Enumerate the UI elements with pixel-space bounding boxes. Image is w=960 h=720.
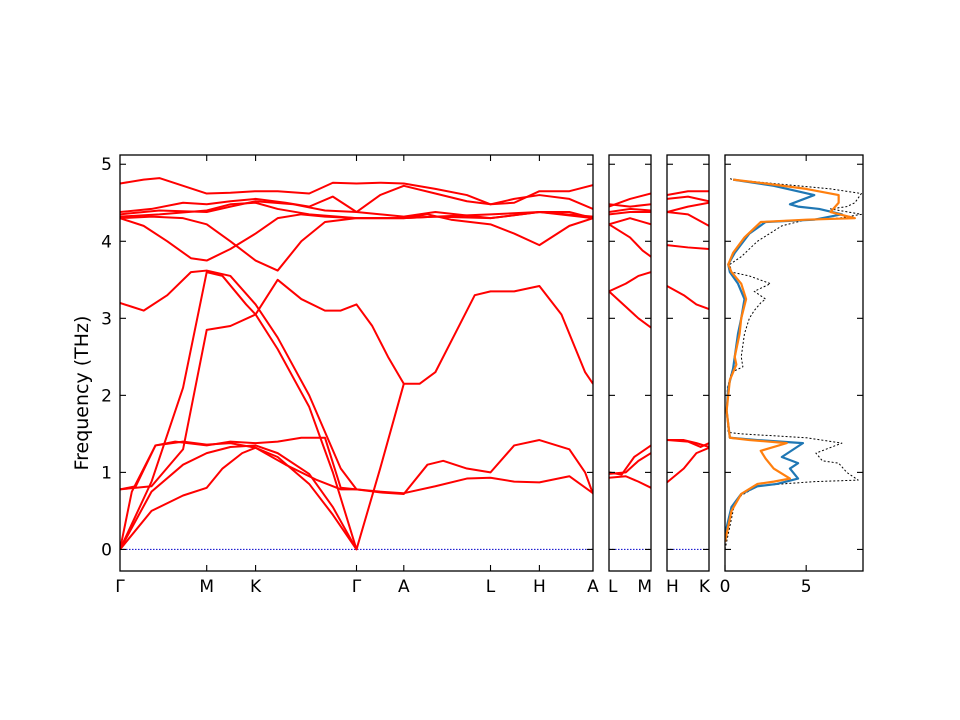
band-line (120, 440, 593, 550)
x-tick-label: A (398, 577, 410, 597)
y-tick-label: 1 (101, 463, 112, 483)
panel-frame-H-K (666, 154, 710, 572)
band-line (609, 203, 651, 208)
x-tick-label: M (637, 577, 652, 597)
band-line (609, 223, 651, 258)
x-tick-label: L (486, 577, 496, 597)
band-line (609, 290, 651, 329)
y-axis-label: Frequency (THz) (71, 316, 93, 471)
band-line (120, 200, 593, 220)
band-line (120, 213, 593, 262)
x-tick-label: M (199, 577, 214, 597)
dos-panel (725, 177, 862, 550)
band-line (667, 211, 709, 227)
x-tick-label: K (699, 577, 711, 597)
band-line (609, 207, 651, 213)
band-line (609, 211, 651, 216)
band-line (667, 195, 709, 203)
x-tick-label: Γ (352, 577, 362, 597)
dos-x-tick-label: 5 (801, 577, 812, 597)
y-tick-label: 5 (101, 155, 112, 175)
band-panel-L-M (609, 192, 651, 550)
dos-curve-partial-a (725, 178, 843, 535)
band-line (120, 177, 593, 206)
band-line (667, 190, 709, 197)
band-line (609, 192, 651, 208)
band-line (667, 201, 709, 213)
band-panel-main (120, 177, 593, 551)
band-line (667, 439, 709, 448)
band-line (120, 184, 593, 214)
x-tick-label: L (608, 577, 618, 597)
panel-frame-dos (724, 154, 864, 572)
x-tick-label: A (587, 577, 599, 597)
band-line (120, 278, 593, 491)
band-line (120, 271, 405, 551)
x-tick-label: K (250, 577, 262, 597)
x-tick-label: Γ (115, 577, 125, 597)
x-tick-label: H (533, 577, 546, 597)
band-line (609, 271, 651, 293)
band-line (667, 285, 709, 311)
dos-x-tick-label: 0 (720, 577, 731, 597)
band-line (120, 444, 358, 550)
y-tick-label: 4 (101, 232, 112, 252)
band-line (609, 444, 651, 476)
band-line (120, 211, 593, 272)
y-tick-label: 0 (101, 540, 112, 560)
band-line (609, 475, 651, 489)
band-line (120, 201, 593, 220)
dos-curve-partial-b (725, 178, 856, 542)
band-line (667, 244, 709, 250)
y-tick-label: 2 (101, 386, 112, 406)
band-line (120, 269, 358, 490)
x-tick-label: H (666, 577, 679, 597)
y-tick-label: 3 (101, 309, 112, 329)
band-line (609, 217, 651, 226)
band-line (667, 446, 709, 484)
dos-curve-total (725, 177, 862, 550)
band-line (120, 446, 358, 551)
band-line (120, 436, 593, 495)
panel-frame-L-M (608, 154, 652, 572)
band-panel-H-K (667, 190, 709, 550)
